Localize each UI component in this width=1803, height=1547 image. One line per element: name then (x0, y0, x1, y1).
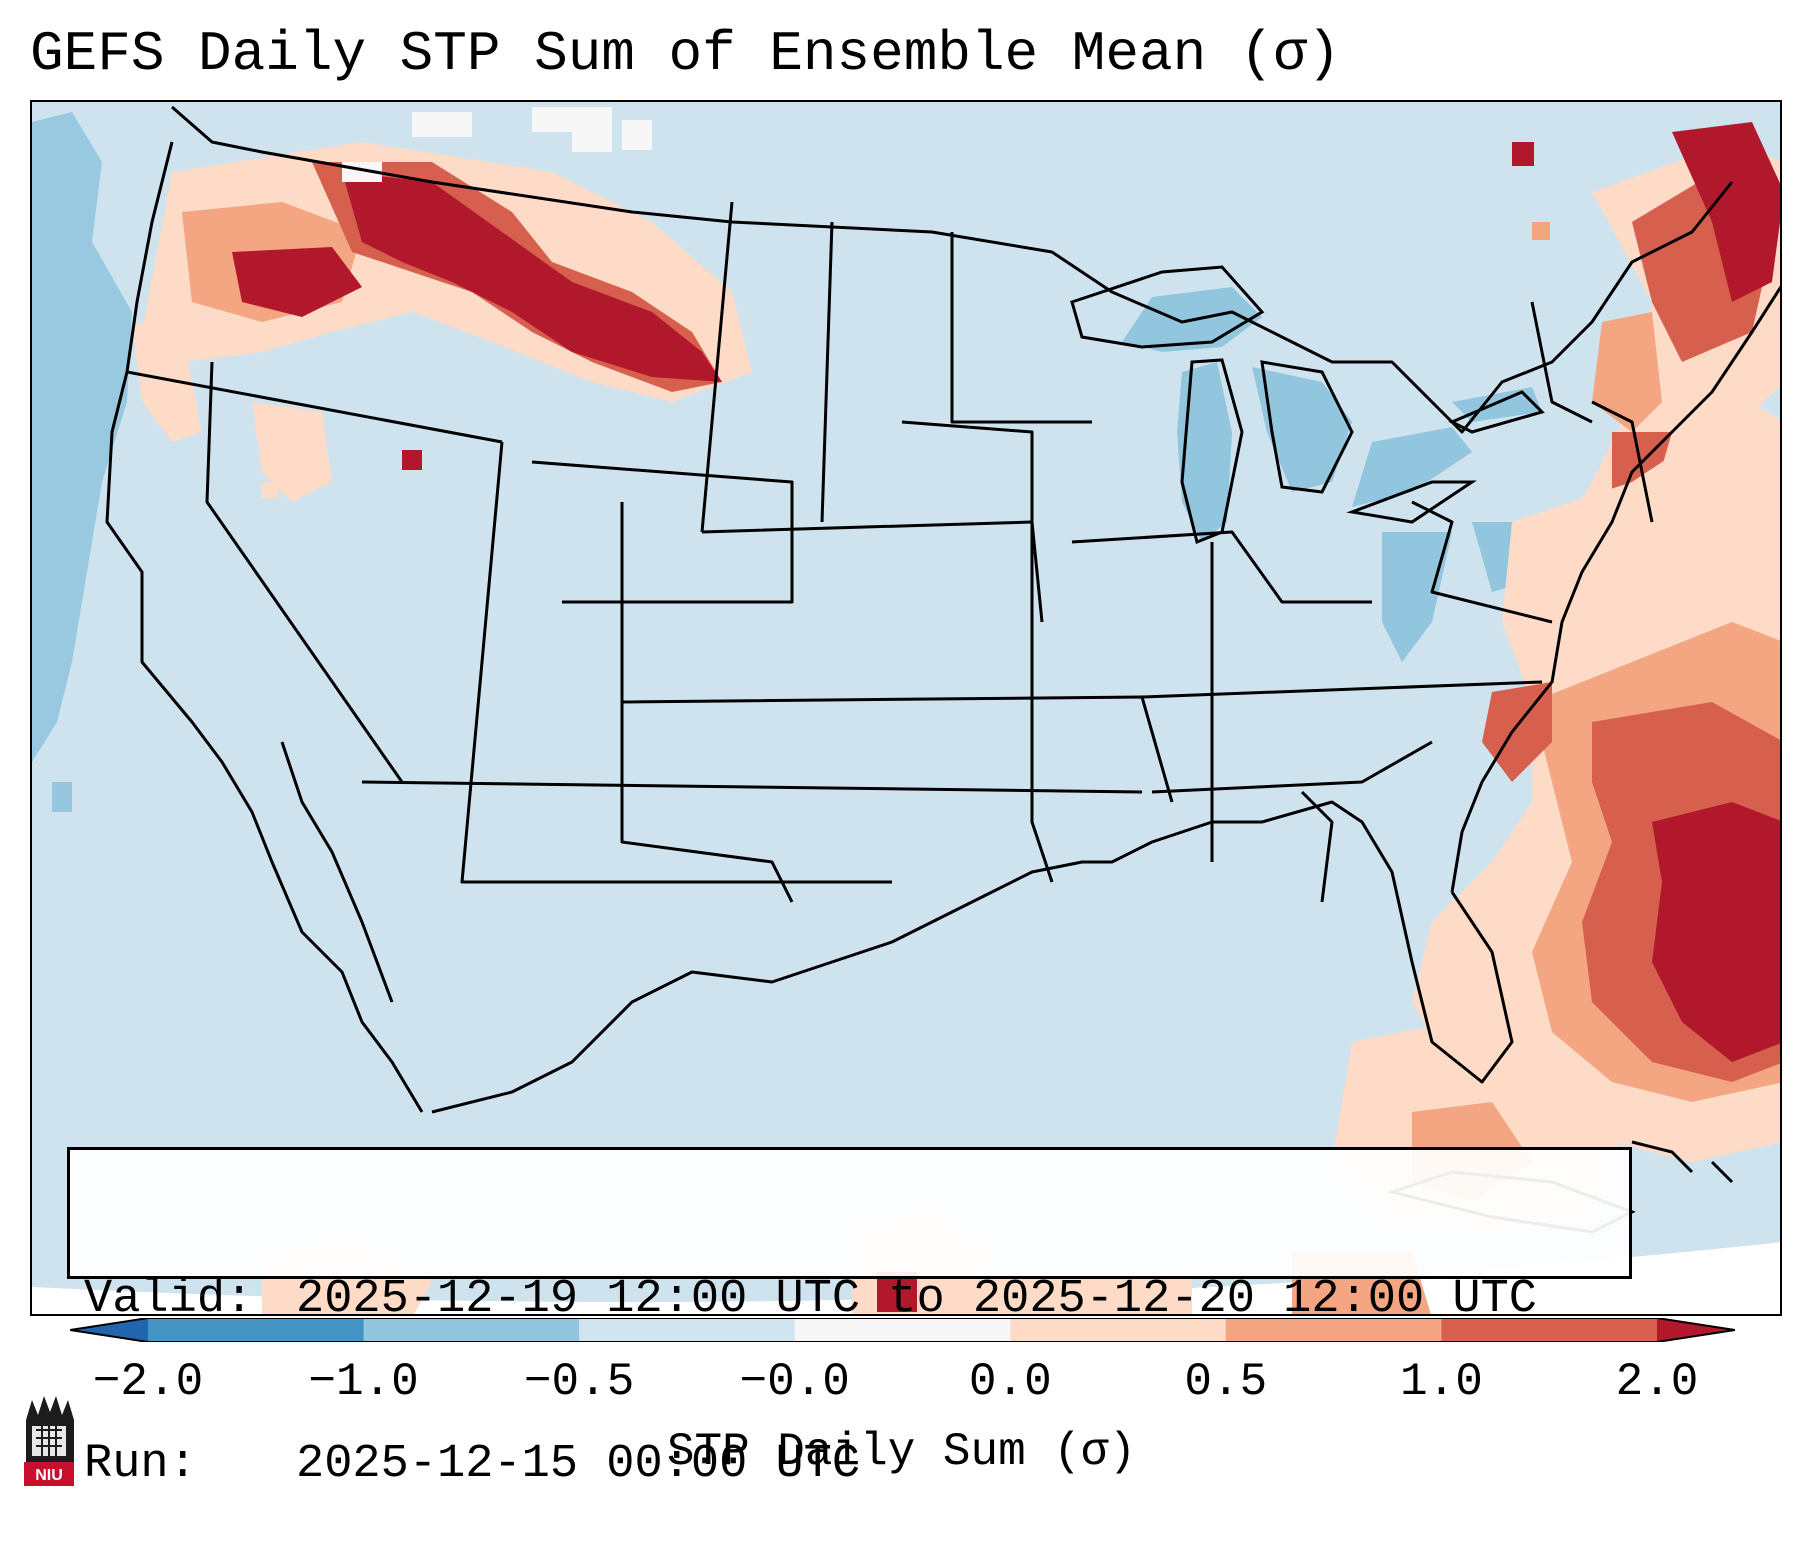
state-line-5 (700, 201, 734, 533)
colorbar-over-extend (1657, 1318, 1735, 1342)
state-line-18 (1530, 301, 1593, 424)
colorbar-segment (1225, 1318, 1442, 1342)
state-line-15 (1300, 790, 1334, 903)
state-line-11 (1141, 680, 1543, 699)
gulf-coast (431, 800, 1514, 1114)
colorbar-segment (794, 1318, 1011, 1342)
colorbar-segment (579, 1318, 796, 1342)
colorbar-segments (148, 1318, 1658, 1342)
state-line-3 (460, 441, 892, 884)
state-line-9 (950, 232, 1092, 424)
northeast-positive-region (1512, 122, 1780, 582)
state-line-12 (1151, 740, 1433, 794)
map-canvas (32, 102, 1780, 1314)
map-title: GEFS Daily STP Sum of Ensemble Mean (σ) (30, 22, 1341, 86)
colorbar-under-extend (70, 1318, 148, 1342)
state-line-19 (361, 780, 1143, 794)
colorbar-tick-label: −2.0 (92, 1356, 204, 1408)
east-coast (1450, 285, 1780, 893)
state-line-1 (126, 370, 503, 444)
colorbar-tick-label: 0.0 (968, 1356, 1052, 1408)
colorbar-tick-label: −0.5 (523, 1356, 635, 1408)
state-line-13 (1071, 530, 1372, 604)
colorbar-ticks: −2.0 −1.0 −0.5 −0.0 0.0 0.5 1.0 2.0 (0, 1352, 1803, 1422)
map-panel (30, 100, 1782, 1316)
state-line-17 (1591, 400, 1654, 523)
state-line-20 (531, 460, 794, 604)
niu-logo: NIU (24, 1396, 74, 1486)
west-coast (105, 141, 424, 1113)
us-canada-border (171, 105, 1734, 434)
baja (280, 741, 394, 1003)
colorbar-label: STP Daily Sum (σ) (666, 1426, 1137, 1478)
state-line-2 (205, 361, 404, 783)
run-value: 2025-12-15 00:00 UTC (296, 1438, 861, 1491)
colorbar-tick-label: 2.0 (1615, 1356, 1699, 1408)
run-key: Run: (84, 1438, 197, 1491)
borders (105, 105, 1780, 1114)
colorbar-tick-label: −1.0 (308, 1356, 419, 1408)
state-line-4 (620, 502, 794, 903)
atlantic-positive-region (1412, 402, 1780, 1162)
colorbar-tick-label: 1.0 (1400, 1356, 1483, 1408)
state-line-8 (820, 221, 834, 523)
canada-neutral-patches (342, 107, 652, 182)
colorbar-segment (1010, 1318, 1227, 1342)
state-line-16 (1411, 500, 1553, 624)
colorbar (70, 1318, 1735, 1342)
logo-text: NIU (35, 1467, 63, 1484)
colorbar-segment (1441, 1318, 1658, 1342)
state-line-10 (901, 420, 1054, 883)
colorbar-segment (148, 1318, 365, 1342)
pacific-negative-region (32, 112, 132, 812)
valid-run-infobox: Valid: 2025-12-19 12:00 UTC to 2025-12-20… (67, 1147, 1632, 1491)
run-row: Run: 2025-12-15 00:00 UTC (84, 1437, 1615, 1492)
colorbar-tick-label: 0.5 (1184, 1356, 1268, 1408)
colorbar-tick-label: −0.0 (739, 1356, 850, 1408)
great-lakes-outline (1070, 265, 1545, 545)
colorbar-segment (363, 1318, 580, 1342)
